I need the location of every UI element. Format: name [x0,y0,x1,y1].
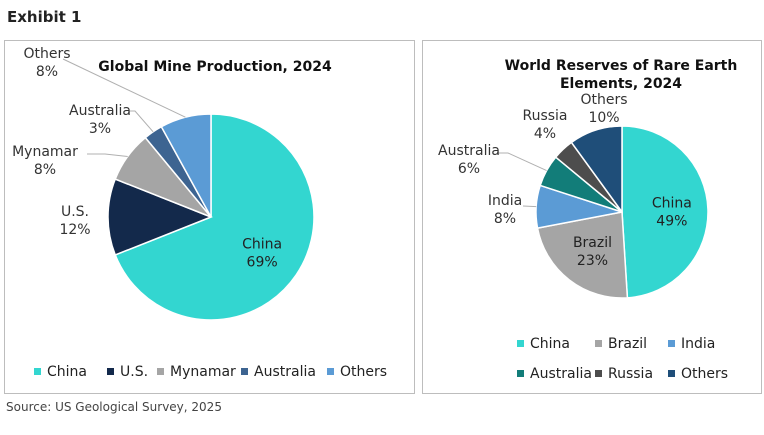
legend-label-others: Others [681,366,728,382]
data-label-value-mynamar: 8% [34,162,56,178]
mine-production-chart-panel: Global Mine Production, 2024 China 69% U.S… [4,40,415,394]
data-label-category-china: China [652,195,692,211]
data-label-category-others: Others [23,46,70,62]
pie-slice-china [621,125,709,299]
legend-marker-russia [595,370,602,377]
pie-slice-others [570,125,623,215]
chart-title: Global Mine Production, 2024 [98,59,332,75]
legend-label-others: Others [340,364,387,380]
data-label-category-india: India [488,193,522,209]
legend-label-russia: Russia [608,366,653,382]
leader-line-mynamar [87,153,128,157]
data-label-category-mynamar: Mynamar [12,144,78,160]
legend-label-australia: Australia [530,366,592,382]
data-label-value-china: 69% [247,255,278,271]
pie-slice-u-s [107,178,214,256]
data-label-category-brazil: Brazil [573,235,612,251]
legend-label-china: China [47,364,87,380]
rare-earth-reserves-chart-panel: World Reserves of Rare Earth Elements, 2… [422,40,762,394]
data-label-value-others: 10% [588,110,619,126]
pie-slice-brazil [536,211,629,299]
leader-line-india [522,205,537,208]
pie-slice-others [160,113,212,218]
legend-marker-mynamar [157,368,164,375]
data-label-value-u-s: 12% [59,222,90,238]
legend-marker-australia [517,370,524,377]
data-label-value-others: 8% [36,64,58,80]
legend-marker-china [34,368,41,375]
source-note: Source: US Geological Survey, 2025 [6,400,222,414]
data-label-category-u-s: U.S. [61,204,89,220]
legend-label-china: China [530,336,570,352]
leader-line-australia [130,110,154,133]
data-label-value-brazil: 23% [577,253,608,269]
mine-production-pie-chart: Global Mine Production, 2024 China 69% U.S… [12,46,387,380]
data-label-value-china: 49% [656,213,687,229]
leader-line-australia [497,152,547,172]
legend-label-india: India [681,336,715,352]
data-label-category-china: China [242,237,282,253]
legend-label-brazil: Brazil [608,336,647,352]
legend-label-australia: Australia [254,364,316,380]
legend-label-mynamar: Mynamar [170,364,236,380]
leader-line-others [62,58,186,118]
data-label-value-australia: 6% [458,161,480,177]
legend-marker-u-s [107,368,114,375]
legend-marker-others [327,368,334,375]
data-label-value-australia: 3% [89,121,111,137]
data-label-category-russia: Russia [522,108,567,124]
data-label-category-australia: Australia [438,143,500,159]
legend-marker-brazil [595,340,602,347]
data-label-value-india: 8% [494,211,516,227]
data-label-category-others: Others [580,92,627,108]
rare-earth-reserves-pie-chart: World Reserves of Rare Earth Elements, 2… [438,58,738,382]
legend-marker-china [517,340,524,347]
legend-label-u-s: U.S. [120,364,148,380]
chart-title-line-2: Elements, 2024 [560,76,682,92]
legend-marker-india [668,340,675,347]
exhibit-label: Exhibit 1 [7,8,82,26]
legend-marker-australia [241,368,248,375]
data-label-category-australia: Australia [69,103,131,119]
chart-title-line-1: World Reserves of Rare Earth [505,58,738,74]
legend-marker-others [668,370,675,377]
data-label-value-russia: 4% [534,126,556,142]
pie-slice-china [114,113,315,321]
